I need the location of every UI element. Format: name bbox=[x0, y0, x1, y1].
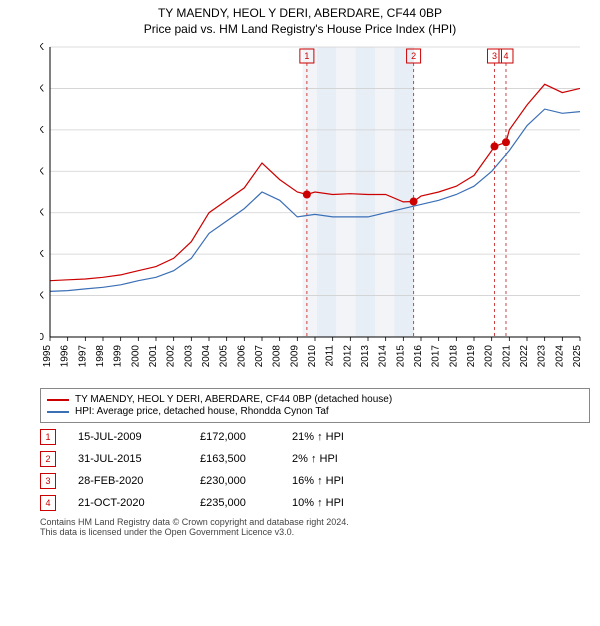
legend-box: TY MAENDY, HEOL Y DERI, ABERDARE, CF44 0… bbox=[40, 388, 590, 423]
svg-text:2013: 2013 bbox=[360, 345, 371, 368]
legend-label: TY MAENDY, HEOL Y DERI, ABERDARE, CF44 0… bbox=[75, 394, 392, 405]
svg-text:£250K: £250K bbox=[40, 125, 44, 136]
transaction-date: 28-FEB-2020 bbox=[78, 475, 178, 487]
transaction-marker: 2 bbox=[40, 451, 56, 467]
footer-attribution: Contains HM Land Registry data © Crown c… bbox=[40, 517, 590, 537]
svg-text:3: 3 bbox=[492, 51, 497, 61]
svg-text:1: 1 bbox=[304, 51, 309, 61]
transaction-date: 15-JUL-2009 bbox=[78, 431, 178, 443]
svg-text:2: 2 bbox=[411, 51, 416, 61]
svg-text:2006: 2006 bbox=[236, 345, 247, 368]
svg-text:1996: 1996 bbox=[60, 345, 71, 368]
svg-text:£150K: £150K bbox=[40, 208, 44, 219]
svg-text:2024: 2024 bbox=[554, 345, 565, 368]
transactions-table: 1 15-JUL-2009 £172,000 21% ↑ HPI 2 31-JUL-201… bbox=[40, 429, 590, 511]
footer-line-1: Contains HM Land Registry data © Crown c… bbox=[40, 517, 590, 527]
transaction-price: £163,500 bbox=[200, 453, 270, 465]
transaction-row: 3 28-FEB-2020 £230,000 16% ↑ HPI bbox=[40, 473, 590, 489]
transaction-marker: 1 bbox=[40, 429, 56, 445]
svg-text:2004: 2004 bbox=[201, 345, 212, 368]
svg-text:£100K: £100K bbox=[40, 249, 44, 260]
svg-text:2021: 2021 bbox=[501, 345, 512, 368]
svg-text:2003: 2003 bbox=[183, 345, 194, 368]
svg-text:£0: £0 bbox=[40, 332, 44, 343]
legend-label: HPI: Average price, detached house, Rhon… bbox=[75, 406, 329, 417]
transaction-row: 2 31-JUL-2015 £163,500 2% ↑ HPI bbox=[40, 451, 590, 467]
transaction-diff: 16% ↑ HPI bbox=[292, 475, 372, 487]
transaction-date: 31-JUL-2015 bbox=[78, 453, 178, 465]
svg-text:2020: 2020 bbox=[484, 345, 495, 368]
chart-area: £0 £50K £100K £150K £200K £250K £300K £350K 1995… bbox=[40, 42, 590, 382]
svg-text:£300K: £300K bbox=[40, 83, 44, 94]
legend-item: TY MAENDY, HEOL Y DERI, ABERDARE, CF44 0… bbox=[47, 394, 583, 405]
line-chart: £0 £50K £100K £150K £200K £250K £300K £350K 1995… bbox=[40, 42, 590, 382]
svg-text:2022: 2022 bbox=[519, 345, 530, 368]
footer-line-2: This data is licensed under the Open Gov… bbox=[40, 527, 590, 537]
svg-text:2000: 2000 bbox=[130, 345, 141, 368]
legend-swatch bbox=[47, 411, 69, 413]
svg-text:1998: 1998 bbox=[95, 345, 106, 368]
transaction-marker: 4 bbox=[40, 495, 56, 511]
chart-title: TY MAENDY, HEOL Y DERI, ABERDARE, CF44 0… bbox=[0, 6, 600, 20]
transaction-price: £230,000 bbox=[200, 475, 270, 487]
svg-text:2001: 2001 bbox=[148, 345, 159, 368]
svg-text:1999: 1999 bbox=[113, 345, 124, 368]
svg-text:2010: 2010 bbox=[307, 345, 318, 368]
svg-text:2015: 2015 bbox=[395, 345, 406, 368]
svg-text:2008: 2008 bbox=[272, 345, 283, 368]
svg-text:2023: 2023 bbox=[537, 345, 548, 368]
svg-text:2009: 2009 bbox=[289, 345, 300, 368]
transaction-diff: 2% ↑ HPI bbox=[292, 453, 372, 465]
svg-text:£200K: £200K bbox=[40, 166, 44, 177]
svg-text:2014: 2014 bbox=[378, 345, 389, 368]
transaction-row: 1 15-JUL-2009 £172,000 21% ↑ HPI bbox=[40, 429, 590, 445]
transaction-marker: 3 bbox=[40, 473, 56, 489]
transaction-row: 4 21-OCT-2020 £235,000 10% ↑ HPI bbox=[40, 495, 590, 511]
svg-text:2019: 2019 bbox=[466, 345, 477, 368]
svg-text:1997: 1997 bbox=[77, 345, 88, 368]
svg-text:£50K: £50K bbox=[40, 291, 44, 302]
legend-item: HPI: Average price, detached house, Rhon… bbox=[47, 406, 583, 417]
svg-text:2002: 2002 bbox=[166, 345, 177, 368]
chart-subtitle: Price paid vs. HM Land Registry's House … bbox=[0, 22, 600, 36]
transaction-date: 21-OCT-2020 bbox=[78, 497, 178, 509]
svg-text:2007: 2007 bbox=[254, 345, 265, 368]
svg-text:1995: 1995 bbox=[42, 345, 53, 368]
svg-text:2016: 2016 bbox=[413, 345, 424, 368]
svg-text:2018: 2018 bbox=[448, 345, 459, 368]
transaction-price: £235,000 bbox=[200, 497, 270, 509]
svg-text:4: 4 bbox=[503, 51, 508, 61]
transaction-diff: 21% ↑ HPI bbox=[292, 431, 372, 443]
transaction-price: £172,000 bbox=[200, 431, 270, 443]
svg-text:2025: 2025 bbox=[572, 345, 583, 368]
svg-text:£350K: £350K bbox=[40, 42, 44, 53]
transaction-diff: 10% ↑ HPI bbox=[292, 497, 372, 509]
legend-swatch bbox=[47, 399, 69, 401]
svg-text:2017: 2017 bbox=[431, 345, 442, 368]
svg-text:2005: 2005 bbox=[219, 345, 230, 368]
svg-text:2011: 2011 bbox=[325, 345, 336, 367]
svg-text:2012: 2012 bbox=[342, 345, 353, 368]
